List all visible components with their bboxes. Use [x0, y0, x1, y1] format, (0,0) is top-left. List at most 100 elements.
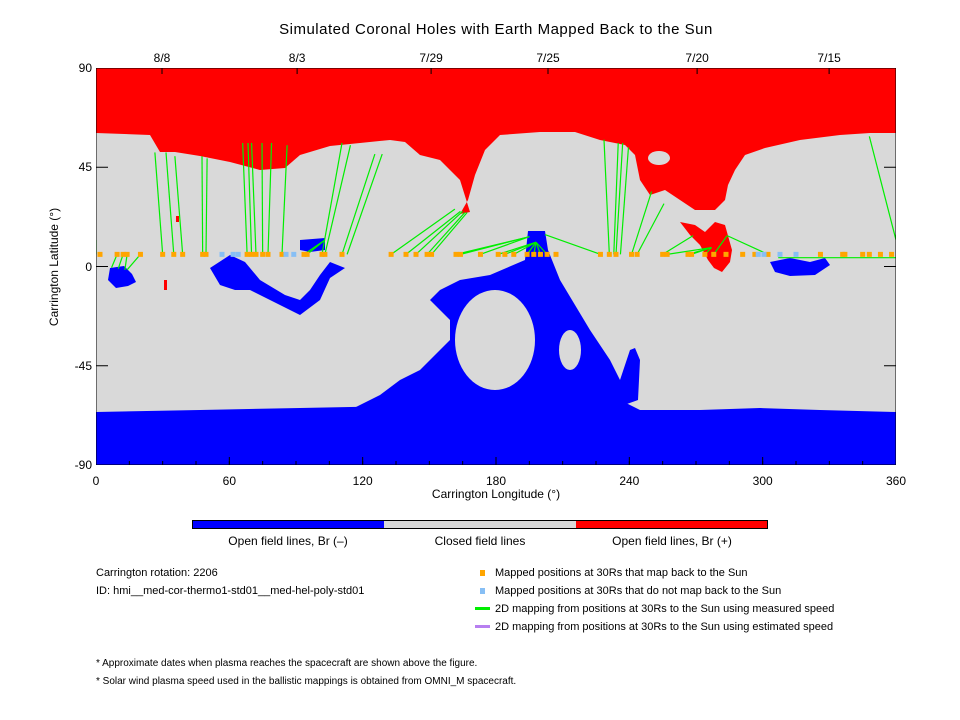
mapping-line-measured	[324, 145, 352, 255]
mapped-point	[301, 251, 307, 257]
mapped-point	[322, 251, 328, 257]
mapped-points	[97, 251, 895, 257]
mapping-line-measured	[662, 235, 694, 255]
unmapped-point	[761, 251, 767, 257]
coronal-hole-small	[210, 255, 345, 315]
unmapped-point	[291, 251, 297, 257]
mapping-line-measured	[124, 254, 128, 270]
mapped-point	[260, 251, 266, 257]
mapped-point	[124, 251, 130, 257]
mapping-line-measured	[390, 208, 456, 255]
colorbar-label-negative: Open field lines, Br (–)	[228, 534, 348, 548]
unmapped-point	[777, 251, 783, 257]
mapped-point	[544, 251, 550, 257]
mapping-lines	[96, 136, 896, 271]
mapping-line-measured	[426, 212, 466, 255]
mapping-line-measured	[321, 142, 343, 255]
x-tick-label: 360	[885, 474, 907, 488]
mapped-point	[413, 251, 419, 257]
closed-region-island	[559, 330, 581, 370]
mapped-point	[723, 251, 729, 257]
mapped-point	[740, 251, 746, 257]
mapping-line-measured	[431, 212, 468, 255]
mapped-point	[429, 251, 435, 257]
mapping-line-measured	[691, 246, 712, 255]
y-tick-label: 90	[78, 61, 92, 75]
mapping-line-measured	[619, 147, 630, 255]
mapped-point	[171, 251, 177, 257]
mapped-point	[160, 251, 166, 257]
x-tick-label: 240	[619, 474, 640, 488]
mapping-line-measured	[630, 191, 653, 255]
legend-blue-square-icon	[480, 588, 485, 594]
colorbar-label-positive: Open field lines, Br (+)	[612, 534, 732, 548]
mapped-point	[634, 251, 640, 257]
mapped-point	[477, 251, 483, 257]
mapped-point	[180, 251, 186, 257]
mapped-point	[279, 251, 285, 257]
mapped-point	[660, 251, 666, 257]
mapping-line-measured	[205, 158, 208, 255]
colorbar-negative	[193, 521, 385, 528]
mapping-line-measured	[868, 136, 896, 241]
colorbar-closed	[384, 521, 576, 528]
footnote: * Solar wind plasma speed used in the ba…	[96, 676, 517, 687]
mapping-line-measured	[613, 142, 619, 255]
date-label: 7/29	[419, 51, 443, 65]
mapped-point	[403, 251, 409, 257]
mapped-point	[457, 251, 463, 257]
mapped-point	[244, 251, 250, 257]
mapping-line-measured	[261, 142, 264, 255]
mapped-point	[249, 251, 255, 257]
legend-orange-square-icon	[480, 570, 485, 576]
mapping-line-measured	[513, 241, 537, 255]
mapped-point	[265, 251, 271, 257]
mapped-point	[203, 251, 209, 257]
model-id: ID: hmi__med-cor-thermo1-std01__med-hel-…	[96, 585, 365, 597]
closed-region-island	[648, 151, 670, 165]
mapped-point	[502, 251, 508, 257]
chart-title: Simulated Coronal Holes with Earth Mappe…	[279, 21, 713, 38]
mapping-line-measured	[250, 142, 257, 255]
mapped-point	[597, 251, 603, 257]
mapping-line-measured	[405, 210, 461, 255]
legend-label: 2D mapping from positions at 30Rs to the…	[495, 603, 835, 615]
mapped-point	[877, 251, 883, 257]
colorbar	[192, 520, 768, 529]
x-tick-label: 0	[92, 474, 100, 488]
mapping-line-measured	[242, 142, 248, 255]
mapped-point	[253, 251, 259, 257]
mapped-point	[388, 251, 394, 257]
y-axis-label: Carrington Latitude (°)	[47, 207, 61, 327]
x-tick-label: 180	[485, 474, 507, 488]
mapping-line-measured	[165, 152, 175, 255]
legend-green-line-icon	[475, 607, 490, 610]
mapped-point	[114, 251, 120, 257]
mapped-point	[765, 251, 771, 257]
mapped-point	[424, 251, 430, 257]
mapping-line-measured	[544, 233, 601, 255]
mapping-line-measured	[306, 239, 326, 255]
mapping-line-measured	[247, 142, 253, 255]
mapped-point	[524, 251, 530, 257]
mapping-line-measured	[636, 203, 665, 255]
carrington-rotation: Carrington rotation: 2206	[96, 567, 218, 579]
colorbar-positive	[575, 521, 767, 528]
plot-area	[96, 68, 896, 465]
mapping-line-measured	[713, 235, 728, 255]
mapped-point	[319, 251, 325, 257]
mapping-line-measured	[341, 153, 376, 255]
x-axis-label: Carrington Longitude (°)	[431, 487, 561, 501]
y-tick-label: -45	[74, 358, 92, 373]
mapped-point	[137, 251, 143, 257]
mapped-point	[860, 251, 866, 257]
footnote: * Approximate dates when plasma reaches …	[96, 658, 478, 669]
mapping-line-measured	[615, 142, 624, 255]
mapped-point	[537, 251, 543, 257]
x-tick-label: 60	[222, 474, 237, 488]
mapped-point	[711, 251, 717, 257]
unmapped-point	[793, 251, 799, 257]
y-tick-label: 45	[78, 160, 92, 175]
mapping-line-measured	[154, 152, 164, 255]
coronal-hole-south-polar	[96, 400, 896, 465]
